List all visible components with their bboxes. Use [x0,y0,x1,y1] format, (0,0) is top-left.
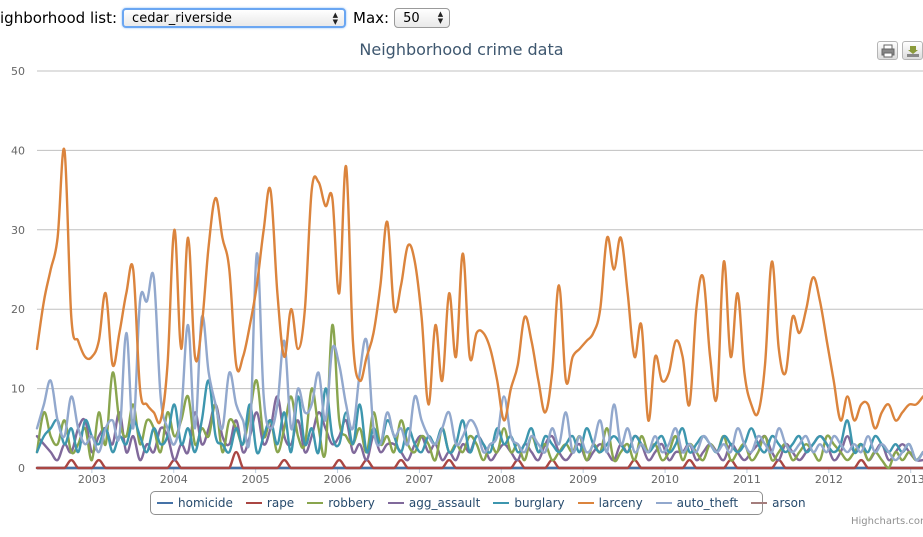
neighborhood-select[interactable]: cedar_riverside ▲ ▼ [122,8,347,28]
series-line-auto_theft [35,252,923,462]
print-icon [881,44,895,58]
y-tick-label: 0 [18,462,25,475]
x-tick-label: 2008 [487,473,515,486]
chart-legend: homicide rape robbery agg_assault burglary la… [150,491,806,515]
highcharts-credits[interactable]: Highcharts.com [851,516,923,527]
y-tick-label: 30 [11,224,25,237]
print-button[interactable] [877,41,898,60]
legend-item-homicide[interactable]: homicide [157,496,233,510]
legend-swatch [751,502,768,504]
legend-label: burglary [514,496,565,510]
legend-swatch [493,502,510,504]
x-tick-label: 2012 [815,473,843,486]
legend-label: auto_theft [676,496,739,510]
legend-item-agg_assault[interactable]: agg_assault [387,496,481,510]
series-line-larceny [35,147,923,430]
x-tick-label: 2005 [242,473,270,486]
select-arrows-icon: ▲ ▼ [332,11,339,26]
x-tick-label: 2006 [324,473,352,486]
legend-swatch [655,502,672,504]
x-tick-label: 2013 [897,473,923,486]
series-line-rape [35,450,923,470]
legend-label: homicide [178,496,233,510]
chart-title: Neighborhood crime data [359,40,564,59]
select-arrows-icon: ▲ ▼ [437,10,444,25]
legend-item-burglary[interactable]: burglary [493,496,565,510]
legend-swatch [245,502,262,504]
neighborhood-select-value: cedar_riverside [132,10,232,26]
legend-item-rape[interactable]: rape [245,496,295,510]
max-select-value: 50 [403,10,420,26]
y-tick-label: 20 [11,303,25,316]
x-tick-label: 2009 [569,473,597,486]
y-tick-label: 40 [11,144,25,157]
legend-swatch [387,502,404,504]
x-tick-label: 2010 [651,473,679,486]
legend-swatch [577,502,594,504]
legend-label: rape [266,496,295,510]
download-icon [907,46,919,57]
x-tick-label: 2007 [405,473,433,486]
legend-label: agg_assault [408,496,481,510]
legend-item-robbery[interactable]: robbery [307,496,375,510]
controls-bar: ighborhood list: cedar_riverside ▲ ▼ Max:… [0,6,451,30]
max-select[interactable]: 50 ▲ ▼ [394,8,451,28]
x-tick-label: 2004 [160,473,188,486]
y-tick-label: 50 [11,65,25,78]
legend-label: robbery [328,496,375,510]
x-tick-label: 2011 [733,473,761,486]
max-label: Max: [353,9,390,27]
series-line-robbery [35,323,923,470]
neighborhood-list-label: ighborhood list: [0,9,118,27]
legend-item-auto_theft[interactable]: auto_theft [655,496,739,510]
download-button[interactable] [902,41,923,60]
legend-label: larceny [598,496,643,510]
x-tick-label: 2003 [78,473,106,486]
legend-swatch [157,502,173,504]
legend-item-larceny[interactable]: larceny [577,496,643,510]
y-tick-label: 10 [11,383,25,396]
legend-swatch [307,502,324,504]
legend-label: arson [772,496,806,510]
legend-item-arson[interactable]: arson [751,496,806,510]
